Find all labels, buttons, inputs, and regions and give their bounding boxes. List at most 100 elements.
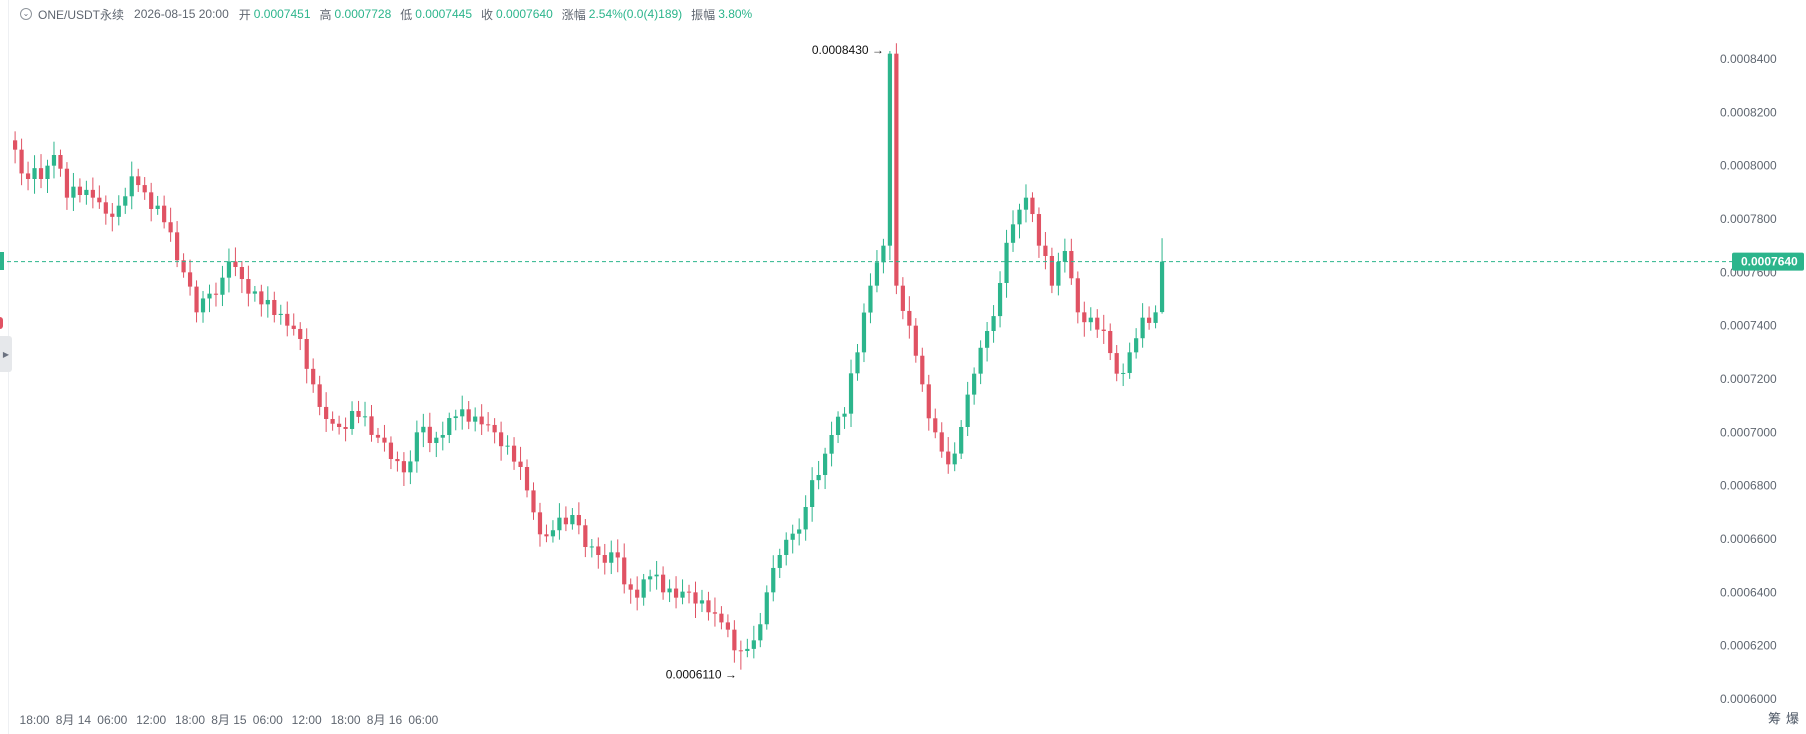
candle-body (369, 416, 374, 435)
candle-body (252, 291, 257, 294)
candle-body (226, 261, 232, 278)
candle-body (460, 409, 465, 417)
candle-body (1082, 312, 1087, 323)
collapse-chevron-icon[interactable]: ⌄ (20, 8, 32, 20)
close-label: 收 (481, 7, 494, 22)
candle-body (447, 418, 452, 435)
candle-body (375, 434, 381, 438)
candle-body (777, 555, 782, 568)
y-tick-label: 0.0008200 (1720, 105, 1777, 119)
candle-body (835, 416, 841, 435)
candle-body (563, 517, 568, 525)
y-tick-label: 0.0006800 (1720, 479, 1777, 493)
candle-body (349, 411, 355, 429)
candle-body (531, 490, 536, 513)
candle-body (1056, 261, 1061, 286)
candle-body (686, 591, 692, 593)
candle-body (699, 600, 705, 604)
candle-body (745, 648, 750, 651)
candle-body (401, 461, 406, 473)
low-label: 低 (400, 7, 413, 22)
candle-body (136, 176, 141, 186)
close-value: 0.0007640 (496, 7, 553, 21)
candle-body (486, 424, 491, 426)
liquidation-tab[interactable]: 爆 (1786, 711, 1800, 726)
candle-body (706, 600, 711, 613)
candle-body (926, 384, 931, 419)
last-price-badge (1732, 252, 1804, 271)
candle-body (641, 579, 646, 598)
chip-distribution-tab[interactable]: 筹 (1768, 711, 1782, 726)
x-tick-label: 12:00 (136, 713, 166, 727)
candle-body (732, 629, 737, 651)
y-tick-label: 0.0007000 (1720, 425, 1777, 439)
candle-body (311, 368, 316, 385)
low-value: 0.0007445 (415, 7, 473, 21)
ohlc-info-bar: ⌄ ONE/USDT永续 2026-08-15 20:00 开 0.000745… (20, 4, 761, 24)
candle-body (1159, 261, 1165, 313)
candle-body (784, 539, 789, 555)
candle-body (1043, 245, 1048, 256)
candle-body (661, 574, 666, 593)
candle-body (343, 427, 348, 429)
candle-body (1049, 255, 1054, 286)
candle-body (609, 552, 614, 563)
y-tick-label: 0.0008000 (1720, 159, 1777, 173)
candle-body (900, 285, 905, 311)
chevron-right-icon: ▶ (2, 349, 10, 359)
candle-body (64, 168, 70, 198)
candle-body (557, 517, 562, 531)
candle-body (505, 445, 510, 447)
y-tick-label: 0.0008400 (1720, 52, 1777, 66)
candle-body (337, 423, 342, 427)
candle-body (758, 624, 763, 641)
x-tick-label: 18:00 (331, 713, 361, 727)
y-tick-label: 0.0007200 (1720, 372, 1777, 386)
amplitude-value: 3.80% (718, 7, 753, 21)
candle-body (894, 53, 899, 286)
candle-body (19, 149, 24, 174)
candle-body (1140, 317, 1145, 339)
candle-body (13, 140, 18, 150)
candle-body (162, 205, 167, 223)
y-tick-label: 0.0007400 (1720, 319, 1777, 333)
high-label: 高 (319, 7, 332, 22)
expand-toolbar-button[interactable]: ▶ (0, 336, 12, 372)
candle-body (803, 507, 808, 530)
candle-body (58, 155, 63, 169)
candle-body (985, 331, 990, 348)
candle-body (667, 588, 672, 593)
candle-body (719, 613, 724, 623)
candle-body (939, 432, 944, 452)
candle-body (576, 515, 581, 526)
candle-body (1017, 209, 1022, 225)
candle-body (848, 373, 854, 414)
candle-body (45, 165, 50, 179)
candle-body (518, 461, 523, 467)
candle-body (187, 272, 193, 287)
change-label: 涨幅 (561, 7, 586, 22)
candle-body (194, 286, 199, 313)
left-marker (0, 317, 3, 329)
candle-body (362, 416, 368, 418)
candle-body (356, 411, 361, 417)
symbol-label[interactable]: ONE/USDT永续 (38, 7, 125, 22)
candle-body (570, 515, 575, 525)
candle-body (421, 426, 426, 433)
candle-body (810, 480, 815, 507)
candle-body (738, 650, 743, 652)
candle-body (952, 453, 957, 465)
candle-body (635, 589, 640, 598)
candle-body (382, 437, 387, 443)
candle-body (965, 394, 970, 427)
open-label: 开 (238, 7, 251, 22)
candle-body (1030, 197, 1035, 215)
candle-body (648, 576, 653, 580)
candle-body (771, 567, 776, 593)
candle-body (628, 584, 633, 590)
candle-body (388, 442, 394, 459)
candle-body (499, 432, 504, 447)
candle-body (116, 205, 121, 217)
